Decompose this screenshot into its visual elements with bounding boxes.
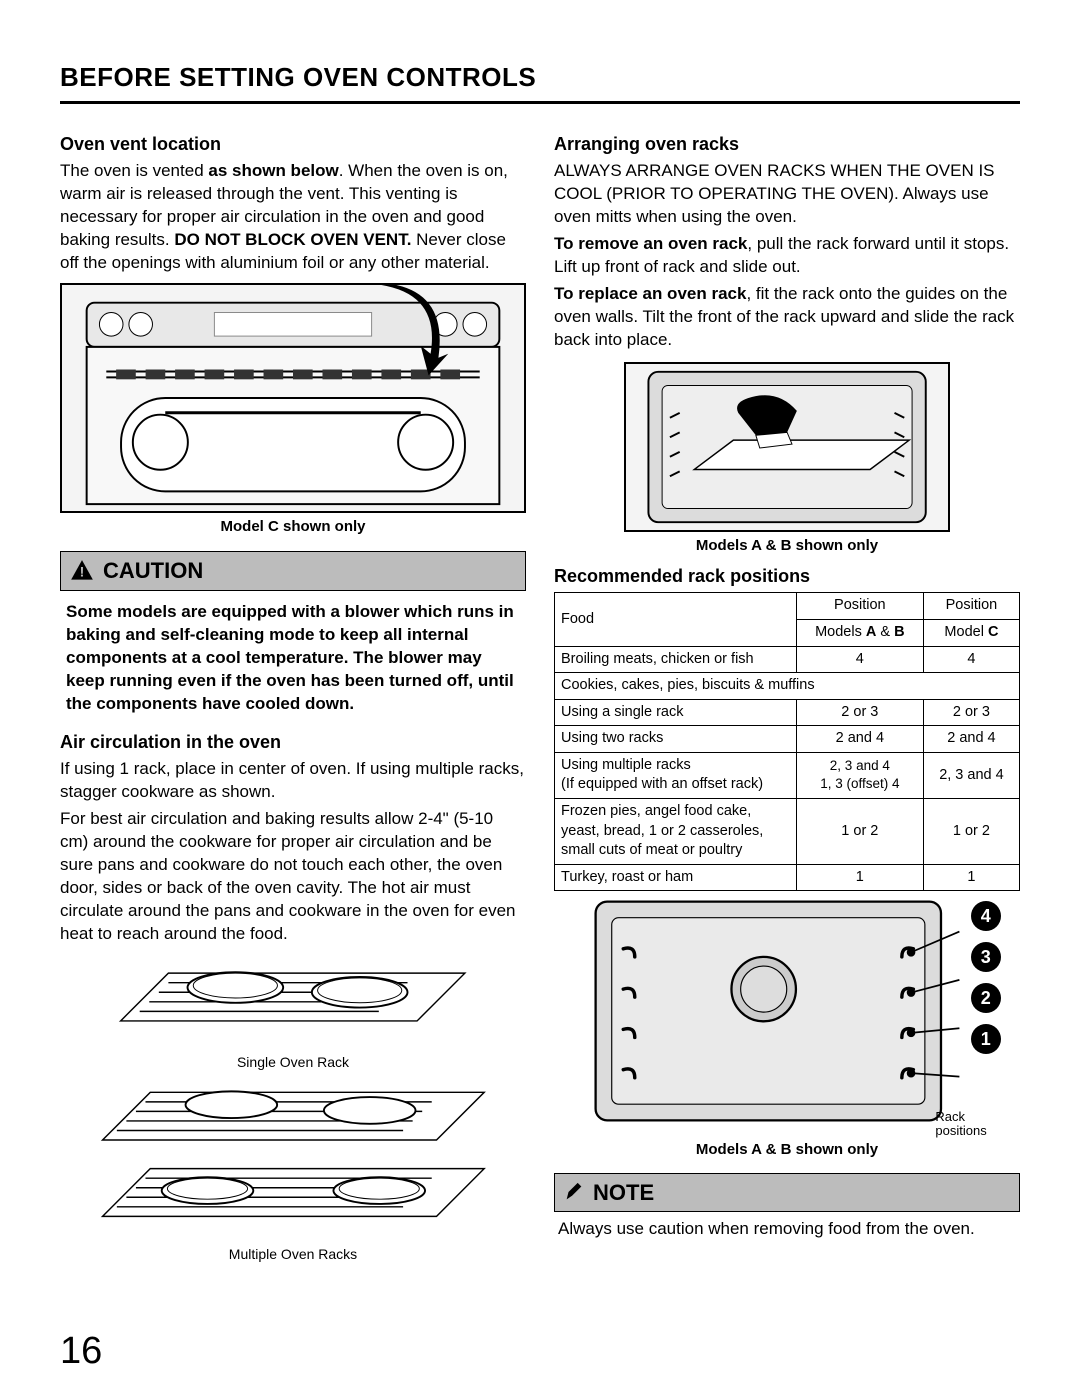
cell: 2, 3 and 4 — [923, 752, 1019, 798]
rack-positions-figure: 4 3 2 1 Rackpositions — [591, 897, 982, 1134]
table-row: Using a single rack 2 or 3 2 or 3 — [555, 699, 1020, 726]
table-header-row: Food Position Position — [555, 593, 1020, 620]
table-row: Using two racks 2 and 4 2 and 4 — [555, 726, 1020, 753]
cell: Using multiple racks(If equipped with an… — [555, 752, 797, 798]
cell: 1 or 2 — [923, 798, 1019, 864]
caution-text: Some models are equipped with a blower w… — [60, 597, 526, 720]
multiple-racks-caption: Multiple Oven Racks — [60, 1245, 526, 1264]
table-row: Frozen pies, angel food cake, yeast, bre… — [555, 798, 1020, 864]
left-column: Oven vent location The oven is vented as… — [60, 126, 526, 1269]
cell: Frozen pies, angel food cake, yeast, bre… — [555, 798, 797, 864]
text-bold: To remove an oven rack — [554, 234, 747, 253]
cell: Turkey, roast or ham — [555, 864, 797, 891]
cell: 4 — [796, 646, 923, 673]
single-rack-figure — [111, 954, 474, 1052]
heading-arranging-racks: Arranging oven racks — [554, 132, 1020, 156]
text-bold: To replace an oven rack — [554, 284, 746, 303]
arrange-paragraph-2: To remove an oven rack, pull the rack fo… — [554, 233, 1020, 279]
rack-removal-figure — [624, 362, 950, 532]
table-row: Using multiple racks(If equipped with an… — [555, 752, 1020, 798]
cell: 1 — [923, 864, 1019, 891]
cell: 2 and 4 — [796, 726, 923, 753]
right-column: Arranging oven racks ALWAYS ARRANGE OVEN… — [554, 126, 1020, 1269]
air-paragraph-1: If using 1 rack, place in center of oven… — [60, 758, 526, 804]
cell: 2 or 3 — [796, 699, 923, 726]
note-banner: NOTE — [554, 1173, 1020, 1213]
rack-positions-label: Rackpositions — [935, 1110, 986, 1139]
rack-removal-caption: Models A & B shown only — [554, 536, 1020, 556]
cell: 4 — [923, 646, 1019, 673]
oven-vent-figure — [60, 283, 526, 513]
table-row: Cookies, cakes, pies, biscuits & muffins — [555, 673, 1020, 700]
cell: 2 or 3 — [923, 699, 1019, 726]
cell: 2, 3 and 41, 3 (offset) 4 — [796, 752, 923, 798]
arrange-paragraph-1: ALWAYS ARRANGE OVEN RACKS WHEN THE OVEN … — [554, 160, 1020, 229]
content-columns: Oven vent location The oven is vented as… — [60, 126, 1020, 1269]
rack-position-table: Food Position Position Models A & B Mode… — [554, 592, 1020, 891]
page-title: BEFORE SETTING OVEN CONTROLS — [60, 60, 1020, 104]
cell: Using two racks — [555, 726, 797, 753]
single-rack-caption: Single Oven Rack — [60, 1053, 526, 1072]
caution-label: CAUTION — [103, 556, 203, 586]
vent-paragraph: The oven is vented as shown below. When … — [60, 160, 526, 275]
position-4-icon: 4 — [971, 901, 1001, 931]
arrange-paragraph-3: To replace an oven rack, fit the rack on… — [554, 283, 1020, 352]
note-label: NOTE — [593, 1178, 654, 1208]
th-food: Food — [555, 593, 797, 646]
position-2-icon: 2 — [971, 983, 1001, 1013]
air-paragraph-2: For best air circulation and baking resu… — [60, 808, 526, 946]
heading-air-circulation: Air circulation in the oven — [60, 730, 526, 754]
caution-banner: ! CAUTION — [60, 551, 526, 591]
cell: Cookies, cakes, pies, biscuits & muffins — [555, 673, 1020, 700]
table-row: Broiling meats, chicken or fish 4 4 — [555, 646, 1020, 673]
multiple-racks-figure — [93, 1078, 494, 1242]
text: The oven is vented — [60, 161, 208, 180]
th-position-c: Position — [923, 593, 1019, 620]
cell: Broiling meats, chicken or fish — [555, 646, 797, 673]
th-position-ab: Position — [796, 593, 923, 620]
page-number: 16 — [60, 1326, 102, 1377]
position-number-circles: 4 3 2 1 — [971, 901, 1001, 1065]
position-3-icon: 3 — [971, 942, 1001, 972]
th-models-ab: Models A & B — [796, 620, 923, 647]
heading-recommended-positions: Recommended rack positions — [554, 564, 1020, 588]
svg-text:!: ! — [80, 564, 85, 580]
text-bold: DO NOT BLOCK OVEN VENT. — [174, 230, 411, 249]
th-model-c: Model C — [923, 620, 1019, 647]
cell: 1 or 2 — [796, 798, 923, 864]
note-icon — [563, 1181, 585, 1203]
note-text: Always use caution when removing food fr… — [554, 1216, 1020, 1243]
cell: 1 — [796, 864, 923, 891]
text-bold: as shown below — [208, 161, 338, 180]
warning-icon: ! — [69, 558, 95, 584]
cell: 2 and 4 — [923, 726, 1019, 753]
vent-figure-caption: Model C shown only — [60, 517, 526, 537]
heading-oven-vent: Oven vent location — [60, 132, 526, 156]
position-1-icon: 1 — [971, 1024, 1001, 1054]
cell: Using a single rack — [555, 699, 797, 726]
rack-positions-caption: Models A & B shown only — [554, 1140, 1020, 1160]
table-row: Turkey, roast or ham 1 1 — [555, 864, 1020, 891]
